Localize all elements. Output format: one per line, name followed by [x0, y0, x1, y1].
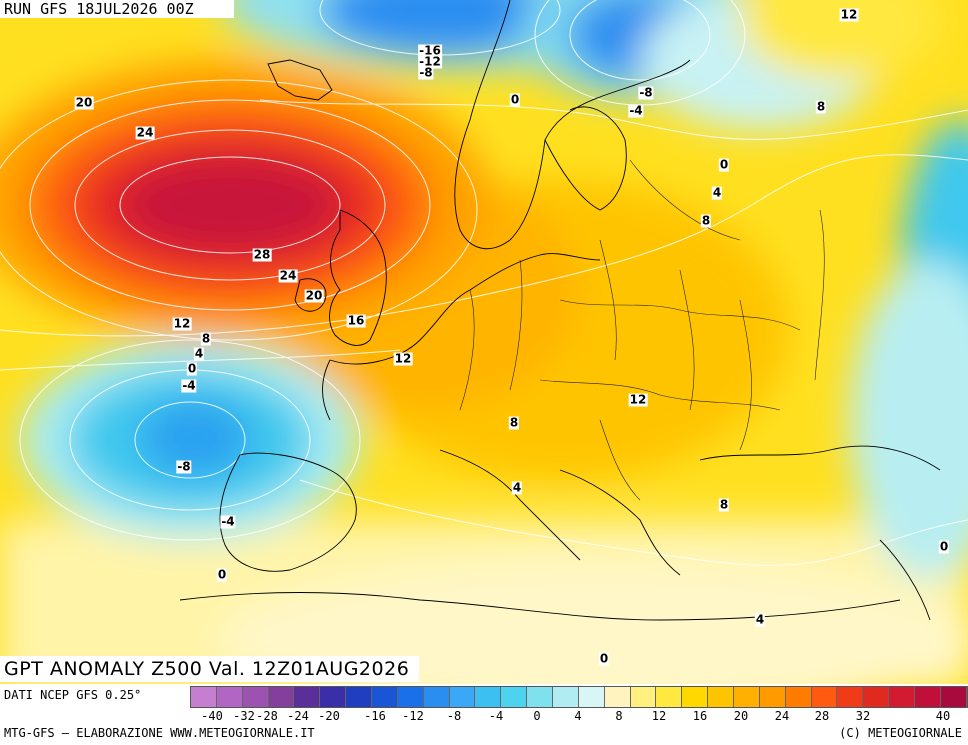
contour-label: 0	[718, 157, 730, 172]
contour-label: 0	[938, 539, 950, 554]
map-title: GPT ANOMALY Z500 Val. 12Z01AUG2026	[0, 656, 420, 682]
contour-lines	[0, 0, 968, 566]
colorbar-tick-label: 16	[692, 709, 708, 723]
colorbar-cell	[216, 687, 243, 707]
colorbar-cell	[397, 687, 424, 707]
contour-label: -4	[628, 103, 644, 118]
colorbar-cell	[527, 687, 554, 707]
colorbar-cell	[915, 687, 941, 707]
data-source-label: DATI NCEP GFS 0.25°	[4, 688, 142, 702]
colorbar-cell	[372, 687, 398, 707]
contour-label: -8	[176, 459, 192, 474]
colorbar-cell	[294, 687, 321, 707]
contour-label: -16	[418, 43, 442, 58]
colorbar-tick-label: 32	[855, 709, 871, 723]
credit-right: (C) METEOGIORNALE	[839, 726, 962, 740]
colorbar-cell	[656, 687, 683, 707]
colorbar-cell	[811, 687, 838, 707]
contour-label: 8	[815, 99, 827, 114]
colorbar-cell	[553, 687, 579, 707]
contour-label: 4	[754, 612, 766, 627]
colorbar-tick-label: -40	[201, 709, 223, 723]
colorbar-tick-label: 24	[774, 709, 790, 723]
colorbar-cell	[630, 687, 657, 707]
colorbar-tick-label: 4	[574, 709, 582, 723]
colorbar-cell	[501, 687, 528, 707]
colorbar-cell	[889, 687, 916, 707]
colorbar-tick-label: -16	[364, 709, 386, 723]
contour-label: 4	[511, 480, 523, 495]
colorbar-tick-label: 40	[935, 709, 951, 723]
colorbar-tick-label: -28	[256, 709, 278, 723]
legend-footer: DATI NCEP GFS 0.25° -40 -32 -28 -24 -20 -16 -1…	[0, 684, 968, 745]
contour-label: 0	[186, 361, 198, 376]
colorbar-tick-label: 0	[533, 709, 541, 723]
contour-label: 24	[135, 125, 155, 140]
colorbar-cell	[423, 687, 450, 707]
colorbar-cell	[940, 687, 967, 707]
contour-label: 12	[839, 7, 859, 22]
contour-label: 8	[200, 331, 212, 346]
contour-label: 4	[711, 185, 723, 200]
contour-label: -4	[181, 378, 197, 393]
contour-label: -8	[638, 85, 654, 100]
contour-label: -8	[418, 65, 434, 80]
anomaly-map: RUN GFS 18JUL2026 00Z GPT ANOMALY Z500 V…	[0, 0, 968, 684]
colorbar-cell	[785, 687, 812, 707]
contour-label: 20	[74, 95, 94, 110]
contour-label: 0	[598, 651, 610, 666]
colorbar-cell	[242, 687, 269, 707]
contour-label: 28	[252, 247, 272, 262]
colorbar-ticks: -40 -32 -28 -24 -20 -16 -12 -8 -4 0 4 8 12 16 20 24 28 32…	[0, 709, 968, 723]
colorbar-tick-label: -24	[287, 709, 309, 723]
colorbar-cell	[449, 687, 476, 707]
colorbar-tick-label: -32	[233, 709, 255, 723]
contour-label: 4	[193, 346, 205, 361]
contour-label: 12	[628, 392, 648, 407]
colorbar-cell	[604, 687, 631, 707]
colorbar	[190, 686, 968, 708]
contour-label: 24	[278, 268, 298, 283]
colorbar-cell	[320, 687, 347, 707]
colorbar-cell	[759, 687, 786, 707]
run-label: RUN GFS 18JUL2026 00Z	[0, 0, 234, 18]
colorbar-tick-label: 8	[615, 709, 623, 723]
credit-left: MTG-GFS – ELABORAZIONE WWW.METEOGIORNALE…	[4, 726, 315, 740]
colorbar-tick-label: 20	[733, 709, 749, 723]
contour-label: -4	[220, 514, 236, 529]
contour-label: 16	[346, 313, 366, 328]
colorbar-cell	[268, 687, 295, 707]
contour-label: 0	[216, 567, 228, 582]
contour-label: 8	[718, 497, 730, 512]
map-graphic	[0, 0, 968, 684]
contour-label: 12	[393, 351, 413, 366]
colorbar-cell	[734, 687, 760, 707]
colorbar-tick-label: -12	[402, 709, 424, 723]
colorbar-cell	[708, 687, 735, 707]
colorbar-cell	[863, 687, 890, 707]
anomaly-fill	[0, 0, 968, 684]
colorbar-cell	[837, 687, 864, 707]
coastlines	[179, 0, 941, 621]
colorbar-tick-label: 12	[651, 709, 667, 723]
colorbar-tick-label: -4	[488, 709, 504, 723]
colorbar-cell	[578, 687, 605, 707]
contour-label: 8	[508, 415, 520, 430]
colorbar-cell	[682, 687, 709, 707]
contour-label: 20	[304, 288, 324, 303]
colorbar-cell	[191, 687, 217, 707]
colorbar-cell	[475, 687, 502, 707]
contour-label: 0	[509, 92, 521, 107]
colorbar-tick-label: 28	[814, 709, 830, 723]
colorbar-tick-label: -20	[318, 709, 340, 723]
country-borders	[459, 159, 825, 501]
contour-label: 8	[700, 213, 712, 228]
contour-label: -12	[418, 54, 442, 69]
colorbar-cell	[346, 687, 373, 707]
contour-label: 12	[172, 316, 192, 331]
colorbar-tick-label: -8	[446, 709, 462, 723]
